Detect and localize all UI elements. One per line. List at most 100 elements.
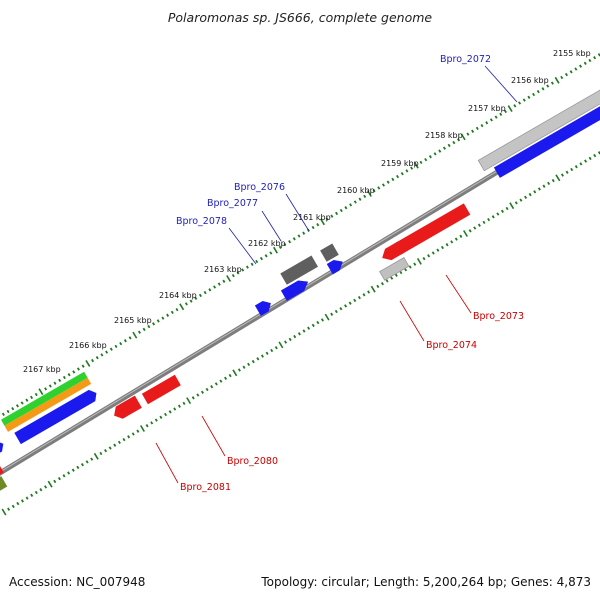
scale-tick [399, 270, 403, 275]
scale-tick [168, 410, 172, 414]
gene-feature-blue-bpro-2076[interactable] [280, 276, 311, 301]
gene-feature-blue[interactable] [0, 439, 6, 456]
gene-feature-red-bpro-2081[interactable] [111, 395, 142, 422]
scale-tick [30, 395, 34, 400]
scale-tick [482, 220, 486, 225]
scale-tick [241, 268, 245, 272]
scale-tick [109, 347, 113, 351]
scale-tick [247, 362, 251, 367]
scale-tick [104, 449, 108, 453]
scale-tick [214, 382, 218, 386]
scale-tick [85, 359, 91, 367]
scale-tick [424, 157, 428, 162]
scale-tick [62, 375, 66, 380]
scale-tick [90, 457, 94, 461]
leader-line [285, 193, 310, 232]
scale-tick [500, 209, 504, 213]
gene-feature-blue-bpro-2078[interactable] [254, 298, 274, 316]
gene-feature-silver-bpro-2074[interactable] [379, 257, 410, 281]
gene-feature-red[interactable] [379, 241, 405, 263]
scale-tick [574, 165, 578, 169]
scale-tick [372, 189, 376, 193]
gene-feature-red-bpro-2073[interactable] [394, 203, 471, 255]
scale-tick [528, 192, 532, 197]
scale-tick [251, 359, 255, 364]
scale-tick [154, 418, 158, 422]
gene-feature-red-bpro-2080[interactable] [141, 374, 181, 405]
scale-tick [136, 429, 140, 433]
scale-tick [316, 223, 320, 227]
scale-label: 2162 kbp [248, 239, 286, 248]
scale-tick [128, 336, 132, 340]
scale-tick [440, 245, 444, 250]
scale-tick [583, 61, 587, 65]
scale-tick [142, 327, 146, 332]
scale-tick [565, 170, 569, 174]
scale-tick [307, 326, 311, 330]
gene-feature-blue[interactable] [326, 256, 346, 275]
scale-tick [205, 387, 209, 392]
scale-tick [433, 152, 437, 156]
scale-tick [442, 146, 446, 150]
scale-tick [468, 229, 472, 233]
scale-tick [513, 104, 517, 108]
scale-tick [564, 72, 568, 77]
scale-tick [536, 89, 540, 94]
scale-tick [494, 115, 498, 119]
scale-tick [145, 424, 149, 428]
gene-feature-blue[interactable] [14, 387, 99, 445]
gene-label-bpro-2072[interactable]: Bpro_2072 [440, 54, 491, 65]
scale-tick [72, 370, 76, 374]
scale-tick [584, 159, 588, 163]
scale-tick [224, 376, 228, 380]
scale-tick [588, 156, 592, 161]
scale-label: 2156 kbp [511, 76, 549, 85]
scale-tick [38, 388, 44, 396]
scale-tick [237, 368, 241, 372]
gene-label-bpro-2078[interactable]: Bpro_2078 [176, 216, 227, 227]
scale-tick [34, 490, 38, 495]
scale-tick [560, 75, 564, 80]
gene-feature-blue-bpro-2072[interactable] [493, 88, 600, 178]
gene-label-bpro-2081[interactable]: Bpro_2081 [180, 482, 231, 493]
scale-tick [344, 206, 348, 210]
scale-tick [242, 365, 246, 369]
gene-label-bpro-2073[interactable]: Bpro_2073 [473, 311, 524, 322]
leader-line [228, 227, 257, 265]
scale-tick [166, 313, 170, 317]
scale-tick [547, 181, 551, 186]
gene-feature-olive[interactable] [0, 476, 8, 502]
gene-feature-green[interactable] [1, 371, 88, 426]
scale-tick [370, 285, 376, 293]
scale-tick [175, 307, 179, 312]
scale-tick [413, 262, 417, 266]
scale-tick [419, 160, 423, 165]
scale-tick [113, 443, 117, 447]
scale-tick [48, 384, 52, 388]
scale-tick [93, 452, 99, 460]
scale-tick [85, 460, 89, 464]
scale-tick [284, 340, 288, 344]
scale-tick [460, 133, 466, 141]
gene-feature-darkgray[interactable] [280, 255, 318, 285]
scale-tick [325, 217, 329, 221]
gene-feature-darkgray[interactable] [320, 243, 339, 262]
scale-tick [186, 397, 192, 405]
scale-tick [91, 358, 95, 363]
scale-tick [6, 409, 10, 414]
gene-label-bpro-2076[interactable]: Bpro_2076 [234, 182, 285, 193]
scale-label: 2166 kbp [69, 341, 107, 350]
scale-tick [81, 364, 85, 368]
scale-tick [25, 398, 29, 402]
gene-feature-silver-bpro-2072[interactable] [477, 79, 600, 172]
scale-tick [210, 385, 214, 389]
scale-tick [53, 479, 57, 484]
scale-tick [182, 401, 186, 406]
gene-label-bpro-2074[interactable]: Bpro_2074 [426, 340, 477, 351]
scale-tick [274, 346, 278, 350]
gene-feature-orange[interactable] [4, 377, 92, 432]
scale-tick [39, 488, 43, 492]
scale-tick [427, 254, 431, 258]
gene-label-bpro-2077[interactable]: Bpro_2077 [207, 198, 258, 209]
gene-label-bpro-2080[interactable]: Bpro_2080 [227, 456, 278, 467]
